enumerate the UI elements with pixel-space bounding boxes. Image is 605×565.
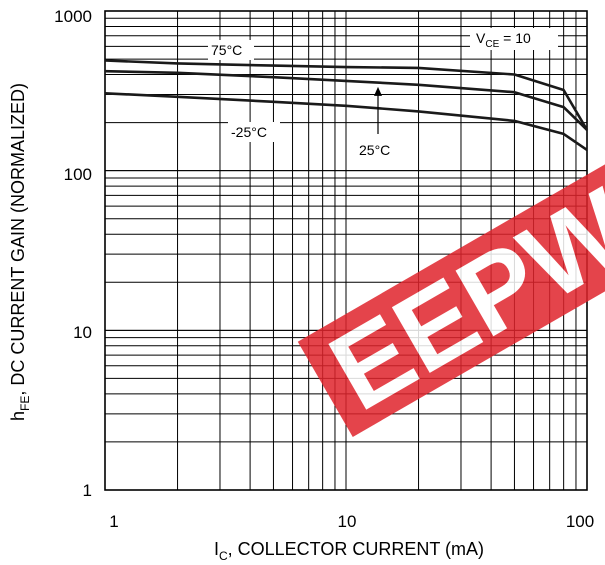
series-line-2 <box>104 69 588 131</box>
x-tick-label-1: 1 <box>109 512 118 531</box>
series-line-1 <box>104 59 589 131</box>
condition-label-sub: CE <box>485 39 499 50</box>
label-box-minus25c <box>228 122 280 142</box>
y-axis-label: hFE, DC CURRENT GAIN (NORMALIZED) <box>8 83 32 421</box>
condition-label-rest: = 10 <box>499 30 531 46</box>
y-axis-label-main: h <box>8 411 28 421</box>
series-label-25c: 25°C <box>359 142 390 158</box>
x-tick-label-10: 10 <box>338 512 357 531</box>
x-axis-label-sub: C <box>219 549 228 563</box>
condition-label: VCE = 10 <box>476 30 531 50</box>
y-tick-label-100: 100 <box>64 165 92 184</box>
x-axis-label-rest: , COLLECTOR CURRENT (mA) <box>228 539 484 559</box>
y-tick-label-1: 1 <box>83 481 92 500</box>
label-box-75c <box>208 40 254 60</box>
watermark-logo: EEPW <box>297 161 605 437</box>
label-box-condition <box>470 28 558 50</box>
x-tick-label-100: 100 <box>566 512 594 531</box>
annotation-arrow-head <box>374 86 382 96</box>
series-label-75c: 75°C <box>211 42 242 58</box>
x-axis-label: IC, COLLECTOR CURRENT (mA) <box>214 539 484 563</box>
y-axis-label-sub: FE <box>18 396 32 411</box>
y-tick-label-10: 10 <box>73 323 92 342</box>
x-axis-label-main: I <box>214 539 219 559</box>
y-axis-label-rest: , DC CURRENT GAIN (NORMALIZED) <box>8 83 28 396</box>
series-line-3 <box>104 92 588 151</box>
condition-label-main: V <box>476 30 486 46</box>
watermark-band <box>297 161 605 437</box>
y-tick-label-1000: 1000 <box>54 7 92 26</box>
series-label-minus25c: -25°C <box>231 124 267 140</box>
